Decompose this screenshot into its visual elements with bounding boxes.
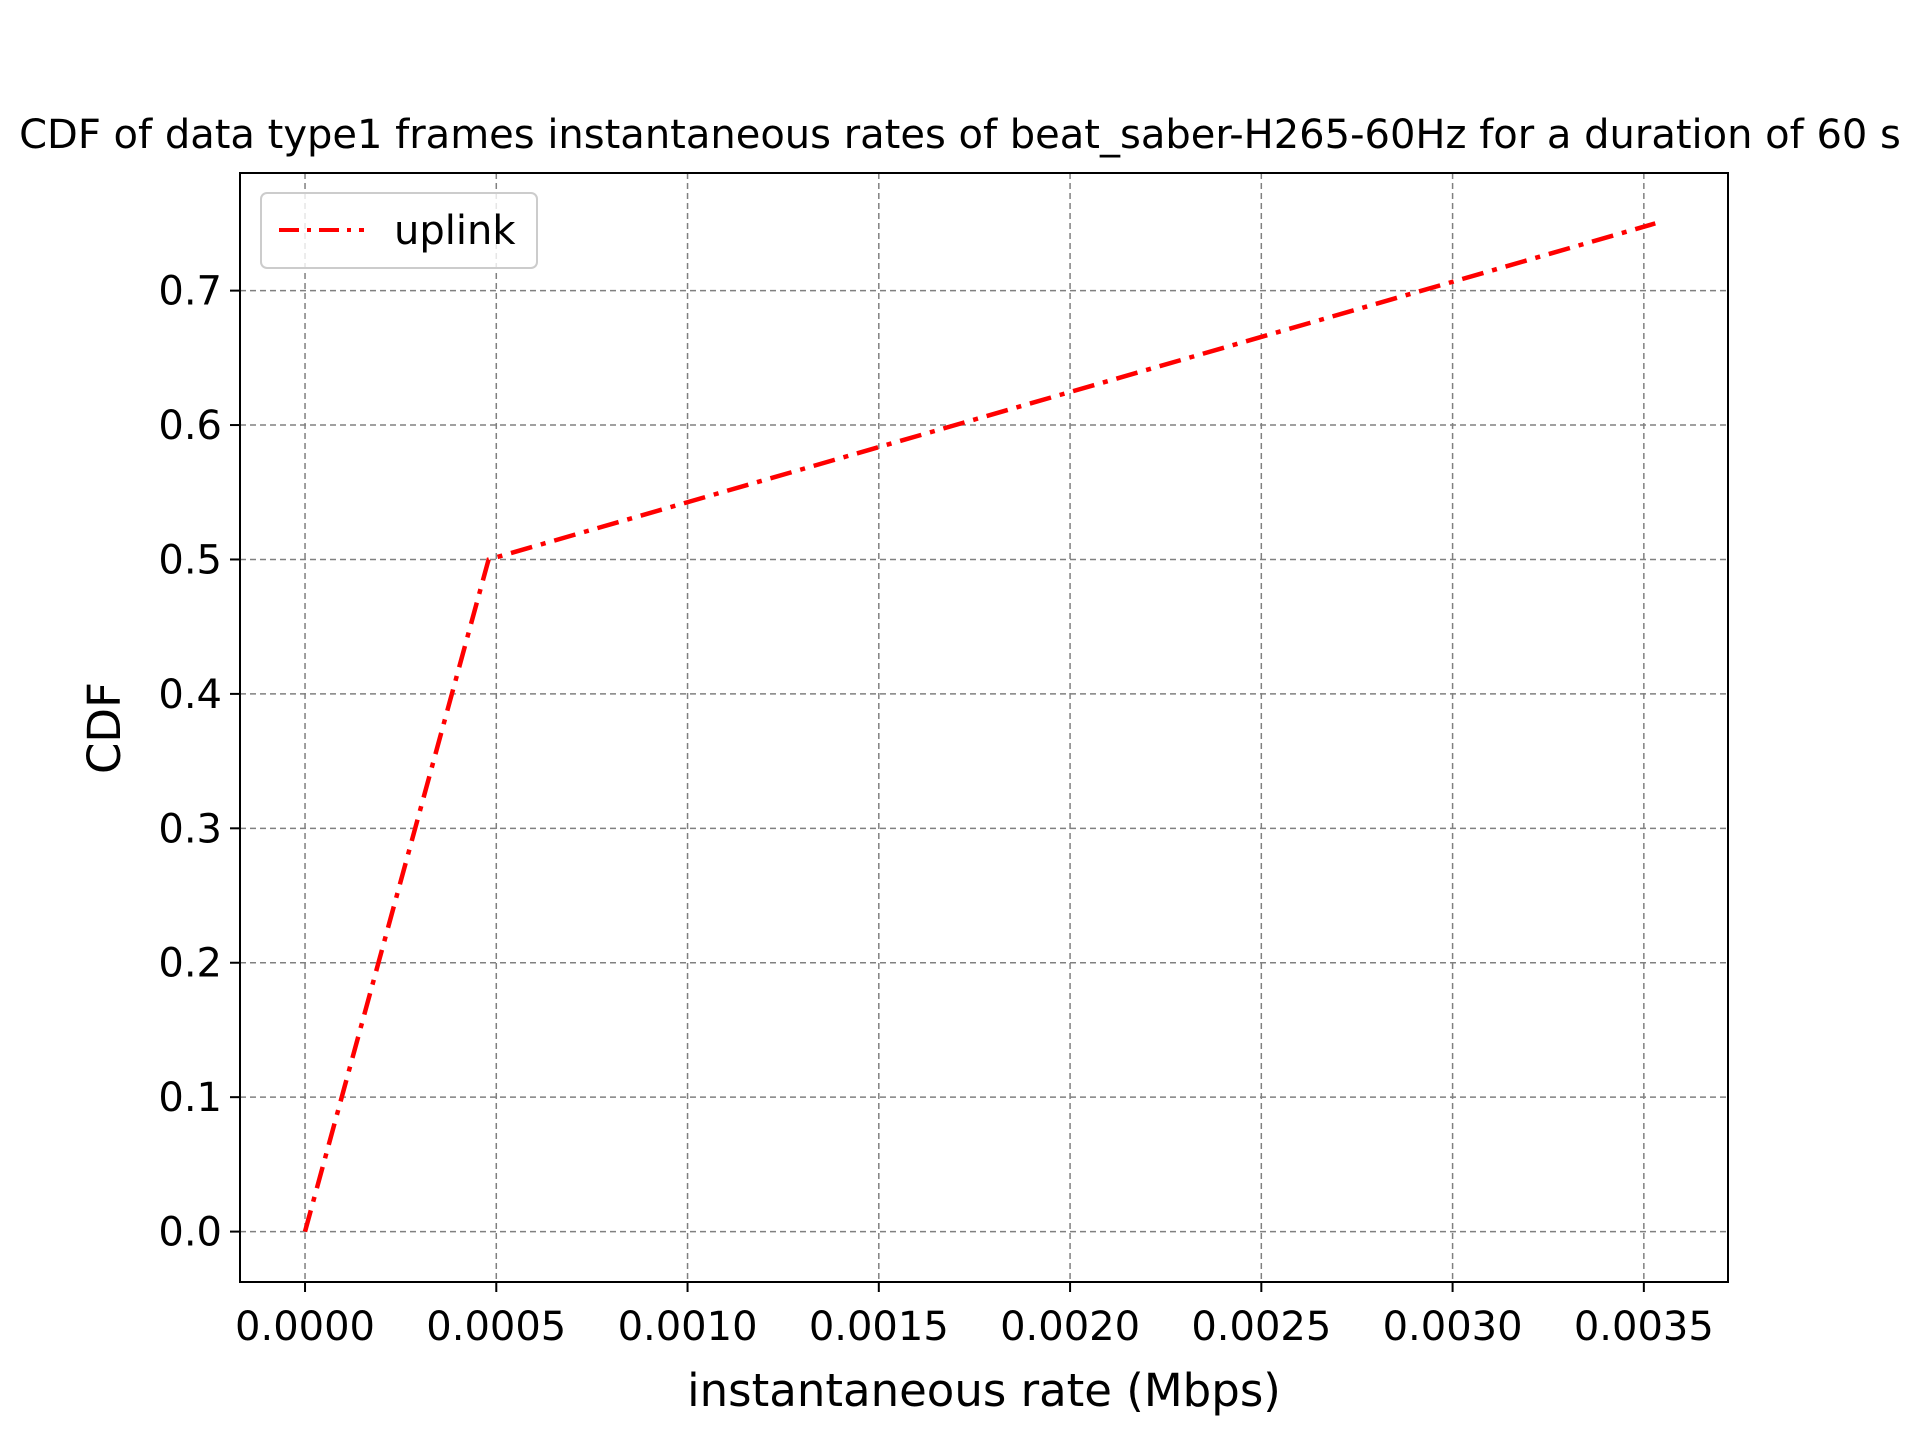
x-tick-label: 0.0030 [1383, 1304, 1523, 1350]
y-tick-label: 0.6 [158, 403, 222, 449]
y-tick-label: 0.3 [158, 806, 222, 852]
y-tick-label: 0.4 [158, 672, 222, 718]
chart-title: CDF of data type1 frames instantaneous r… [19, 112, 1901, 158]
legend-label-uplink: uplink [394, 208, 516, 254]
x-axis: 0.0000 0.0005 0.0010 0.0015 0.0020 0.0025 0.00… [235, 1282, 1714, 1350]
grid [240, 173, 1728, 1282]
y-tick-label: 0.0 [158, 1210, 222, 1256]
plot-frame [239, 172, 1729, 1283]
y-tick-label: 0.5 [158, 537, 222, 583]
x-tick-label: 0.0035 [1574, 1304, 1714, 1350]
series-line-uplink [302, 221, 1656, 1233]
x-tick-label: 0.0025 [1191, 1304, 1331, 1350]
y-tick-label: 0.7 [158, 269, 222, 315]
plot-area [240, 173, 1728, 1282]
x-axis-title: instantaneous rate (Mbps) [687, 1364, 1281, 1417]
x-tick-label: 0.0010 [618, 1304, 758, 1350]
legend-box [260, 192, 538, 269]
y-axis: 0.0 0.1 0.2 0.3 0.4 0.5 0.6 0.7 [158, 269, 240, 1256]
legend: uplink [260, 192, 538, 269]
x-tick-label: 0.0015 [809, 1304, 949, 1350]
y-axis-title: CDF [78, 682, 131, 774]
y-tick-label: 0.1 [158, 1075, 222, 1121]
x-tick-label: 0.0005 [426, 1304, 566, 1350]
y-tick-label: 0.2 [158, 941, 222, 987]
x-tick-label: 0.0020 [1000, 1304, 1140, 1350]
x-tick-label: 0.0000 [235, 1304, 375, 1350]
series-layer [302, 221, 1656, 1233]
